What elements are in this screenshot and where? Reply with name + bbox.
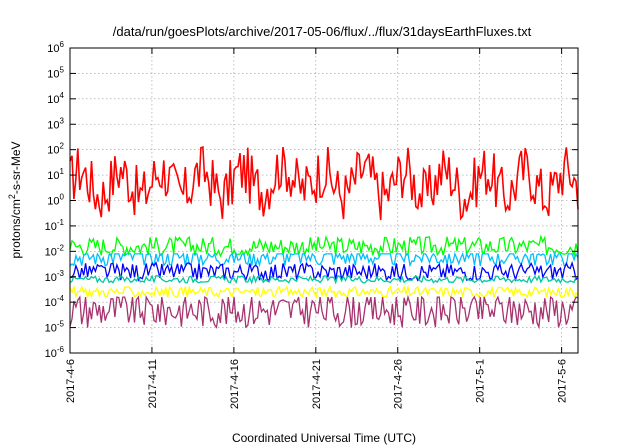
x-axis-label: Coordinated Universal Time (UTC) <box>232 431 416 445</box>
y-tick-labels: 10-6 10-5 10-4 10-3 10-2 10-1 100 101 102 103 104 1… <box>45 40 65 360</box>
tick-marks <box>69 47 578 354</box>
y-tick-label: 10-6 <box>45 345 65 360</box>
x-tick-label: 2017-4-26 <box>393 359 405 409</box>
y-tick-label: 104 <box>47 91 64 106</box>
series-line <box>69 234 579 258</box>
series-line <box>69 284 579 300</box>
series-line <box>69 294 579 330</box>
y-tick-label: 103 <box>47 116 64 131</box>
y-tick-label: 10-1 <box>45 218 65 233</box>
x-tick-label: 2017-4-6 <box>65 359 77 403</box>
series-layer <box>69 146 579 330</box>
x-tick-label: 2017-4-11 <box>147 359 159 408</box>
y-tick-label: 10-4 <box>45 294 65 309</box>
grid <box>69 48 578 353</box>
y-tick-label: 10-5 <box>45 320 65 335</box>
series-line <box>69 273 579 285</box>
y-tick-label: 105 <box>47 65 64 80</box>
y-tick-label: 101 <box>47 167 64 182</box>
x-tick-label: 2017-5-6 <box>557 359 569 403</box>
y-tick-label: 102 <box>47 142 64 157</box>
x-tick-label: 2017-5-1 <box>475 359 487 403</box>
y-tick-label: 106 <box>47 40 64 55</box>
y-tick-label: 10-2 <box>45 243 65 258</box>
x-tick-label: 2017-4-16 <box>229 359 241 409</box>
series-line <box>70 260 579 283</box>
y-tick-label: 10-3 <box>45 269 65 284</box>
series-line <box>69 146 579 221</box>
y-tick-label: 100 <box>47 193 64 208</box>
series-line <box>69 251 579 269</box>
x-tick-label: 2017-4-21 <box>311 359 323 409</box>
x-tick-labels: 2017-4-6 2017-4-11 2017-4-16 2017-4-21 2017-… <box>65 359 569 409</box>
chart-title: /data/run/goesPlots/archive/2017-05-06/f… <box>113 24 532 39</box>
y-axis-label: protons/cm2-s-sr-MeV <box>7 141 23 258</box>
